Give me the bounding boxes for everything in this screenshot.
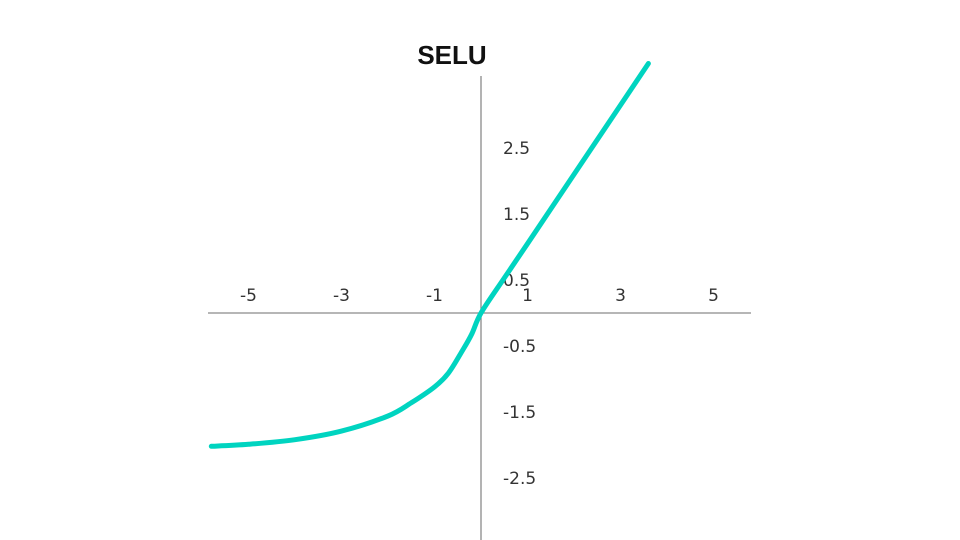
y-tick-label: 0.5 <box>503 271 530 291</box>
x-tick-label: -5 <box>240 286 257 306</box>
chart-title: SELU <box>417 40 486 70</box>
x-tick-label: -3 <box>333 286 350 306</box>
y-tick-label: -0.5 <box>503 337 536 357</box>
y-tick-label: -1.5 <box>503 403 536 423</box>
y-tick-label: 1.5 <box>503 205 530 225</box>
x-tick-label: -1 <box>426 286 443 306</box>
series-line-selu <box>208 61 651 449</box>
y-tick-label: 2.5 <box>503 139 530 159</box>
x-tick-label: 1 <box>522 286 533 306</box>
x-tick-label: 5 <box>708 286 719 306</box>
x-tick-labels: -5 -3 -1 1 3 5 <box>240 286 719 306</box>
x-tick-label: 3 <box>615 286 626 306</box>
y-tick-labels: 2.5 1.5 0.5 -0.5 -1.5 -2.5 <box>503 139 536 489</box>
y-tick-label: -2.5 <box>503 469 536 489</box>
